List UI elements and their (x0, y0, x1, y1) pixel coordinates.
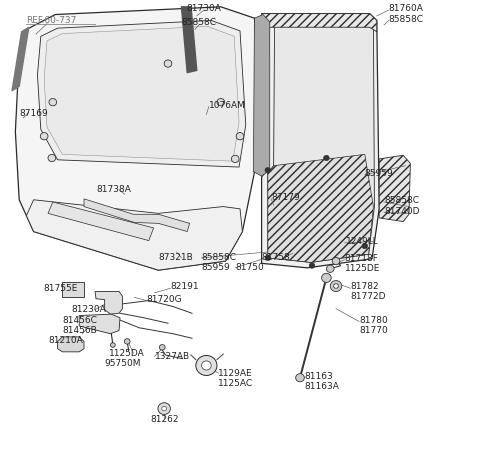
Circle shape (324, 155, 329, 161)
Text: REF.60-737: REF.60-737 (26, 16, 77, 25)
Text: 82191: 82191 (170, 282, 199, 291)
Text: 95750M: 95750M (105, 359, 141, 368)
Text: 81780: 81780 (359, 316, 388, 325)
Circle shape (202, 361, 211, 370)
Polygon shape (95, 291, 122, 314)
Text: 1249LL: 1249LL (346, 237, 378, 246)
Circle shape (309, 263, 315, 268)
Text: 81760A: 81760A (389, 4, 424, 13)
Polygon shape (379, 155, 410, 222)
Text: 81758: 81758 (262, 253, 290, 262)
Text: 1327AB: 1327AB (155, 352, 190, 361)
Polygon shape (268, 154, 373, 262)
Text: 85959: 85959 (365, 169, 394, 178)
Text: 85858C: 85858C (389, 15, 424, 24)
Text: 85959: 85959 (202, 263, 230, 272)
Circle shape (334, 284, 338, 288)
Circle shape (217, 99, 225, 106)
Text: 85858C: 85858C (384, 196, 419, 205)
Polygon shape (12, 27, 29, 91)
Polygon shape (262, 14, 379, 268)
Polygon shape (44, 26, 239, 161)
Text: 81730A: 81730A (187, 4, 221, 13)
Circle shape (40, 133, 48, 140)
Circle shape (326, 265, 334, 272)
Circle shape (330, 281, 342, 291)
Polygon shape (58, 337, 84, 352)
Text: 81738A: 81738A (96, 185, 131, 194)
Polygon shape (268, 19, 374, 262)
Text: 81750: 81750 (235, 263, 264, 272)
Circle shape (322, 273, 331, 282)
Circle shape (159, 345, 165, 350)
Circle shape (265, 168, 271, 173)
Text: 1125DA: 1125DA (109, 349, 145, 358)
Circle shape (196, 355, 217, 375)
Polygon shape (26, 200, 242, 270)
Circle shape (162, 406, 167, 411)
Polygon shape (37, 20, 246, 167)
Text: 1076AM: 1076AM (209, 101, 246, 110)
Polygon shape (79, 314, 120, 334)
Text: 81456C: 81456C (62, 316, 97, 325)
Polygon shape (48, 202, 154, 241)
Polygon shape (262, 14, 377, 32)
Text: 1125AC: 1125AC (218, 379, 253, 388)
Circle shape (231, 155, 239, 163)
Text: 1125DE: 1125DE (345, 264, 380, 273)
Text: 81740D: 81740D (384, 207, 420, 216)
Text: 85858C: 85858C (182, 18, 216, 27)
Text: 81772D: 81772D (350, 292, 386, 301)
Text: 85858C: 85858C (202, 253, 237, 262)
Text: 87179: 87179 (271, 193, 300, 202)
Text: 81230A: 81230A (71, 305, 106, 314)
Text: 81163A: 81163A (305, 382, 340, 391)
Text: 87169: 87169 (19, 109, 48, 118)
Text: 81262: 81262 (150, 415, 179, 424)
Text: 81770: 81770 (359, 326, 388, 335)
Circle shape (296, 374, 304, 382)
Circle shape (332, 257, 340, 265)
Text: 1129AE: 1129AE (218, 369, 253, 378)
Text: 81210A: 81210A (48, 336, 83, 345)
Circle shape (362, 243, 368, 249)
Text: 81718F: 81718F (345, 254, 379, 263)
Circle shape (158, 403, 170, 415)
Text: 81163: 81163 (305, 372, 334, 381)
Circle shape (124, 339, 130, 344)
Circle shape (164, 60, 172, 67)
Circle shape (265, 255, 271, 261)
Text: 87321B: 87321B (158, 253, 193, 262)
Polygon shape (15, 7, 262, 270)
Text: 81755E: 81755E (43, 284, 78, 293)
Circle shape (236, 133, 244, 140)
Polygon shape (181, 7, 197, 73)
Text: 81782: 81782 (350, 282, 379, 291)
Circle shape (48, 154, 56, 162)
Polygon shape (84, 199, 190, 232)
Polygon shape (253, 15, 270, 176)
Text: 81456B: 81456B (62, 326, 97, 335)
Circle shape (49, 99, 57, 106)
Text: 81720G: 81720G (146, 295, 182, 304)
FancyBboxPatch shape (62, 282, 84, 297)
Circle shape (110, 343, 115, 347)
